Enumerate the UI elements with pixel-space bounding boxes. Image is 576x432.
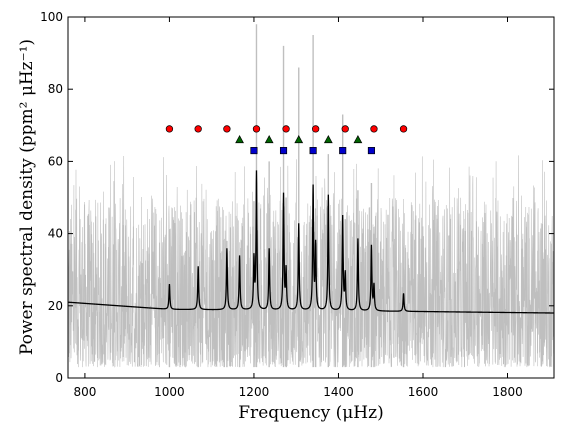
l1-mode-marker bbox=[250, 147, 258, 155]
y-tick-label: 100 bbox=[40, 10, 63, 24]
y-tick-label: 20 bbox=[48, 299, 63, 313]
l2-mode-marker bbox=[323, 135, 333, 144]
l0-mode-marker bbox=[252, 125, 261, 133]
l1-mode-marker bbox=[367, 147, 375, 155]
y-tick-label: 60 bbox=[48, 154, 63, 168]
model-fit-series bbox=[68, 170, 554, 314]
x-tick-label: 1200 bbox=[239, 385, 270, 399]
l0-mode-marker bbox=[311, 125, 320, 133]
model-fit-line bbox=[68, 170, 554, 314]
l1-mode-marker bbox=[279, 147, 288, 155]
l0-mode-marker bbox=[341, 125, 349, 133]
y-axis-label: Power spectral density (ppm² μHz⁻¹) bbox=[17, 39, 37, 355]
l1-mode-marker bbox=[339, 147, 347, 155]
x-axis-label: Frequency (μHz) bbox=[238, 403, 383, 423]
l0-mode-marker bbox=[194, 125, 202, 133]
raw-spectrum-line bbox=[68, 155, 554, 368]
l2-mode-marker bbox=[235, 135, 244, 144]
l1-mode-marker bbox=[309, 147, 317, 155]
l2-mode-marker bbox=[294, 135, 304, 144]
y-tick-label: 80 bbox=[48, 82, 63, 96]
x-tick-label: 800 bbox=[73, 385, 96, 399]
x-tick-label: 1400 bbox=[323, 385, 354, 399]
y-tick-label: 40 bbox=[48, 227, 63, 241]
mode-markers bbox=[165, 125, 408, 155]
x-tick-label: 1000 bbox=[154, 385, 185, 399]
l0-mode-marker bbox=[282, 125, 290, 133]
l0-mode-marker bbox=[399, 125, 408, 133]
x-tick-label: 1600 bbox=[408, 385, 439, 399]
x-tick-label: 1800 bbox=[492, 385, 523, 399]
l2-mode-marker bbox=[264, 135, 274, 144]
y-tick-label: 0 bbox=[55, 371, 63, 385]
l0-mode-marker bbox=[165, 125, 174, 133]
l0-mode-marker bbox=[223, 125, 231, 133]
l2-mode-marker bbox=[353, 135, 363, 144]
x-axis: 800 1000 1200 1400 1600 1800 bbox=[73, 17, 523, 399]
plot-frame bbox=[67, 16, 555, 379]
l0-mode-marker bbox=[370, 125, 378, 133]
raw-spectrum-series bbox=[68, 24, 554, 368]
y-axis: 0 20 40 60 80 100 bbox=[40, 10, 554, 385]
